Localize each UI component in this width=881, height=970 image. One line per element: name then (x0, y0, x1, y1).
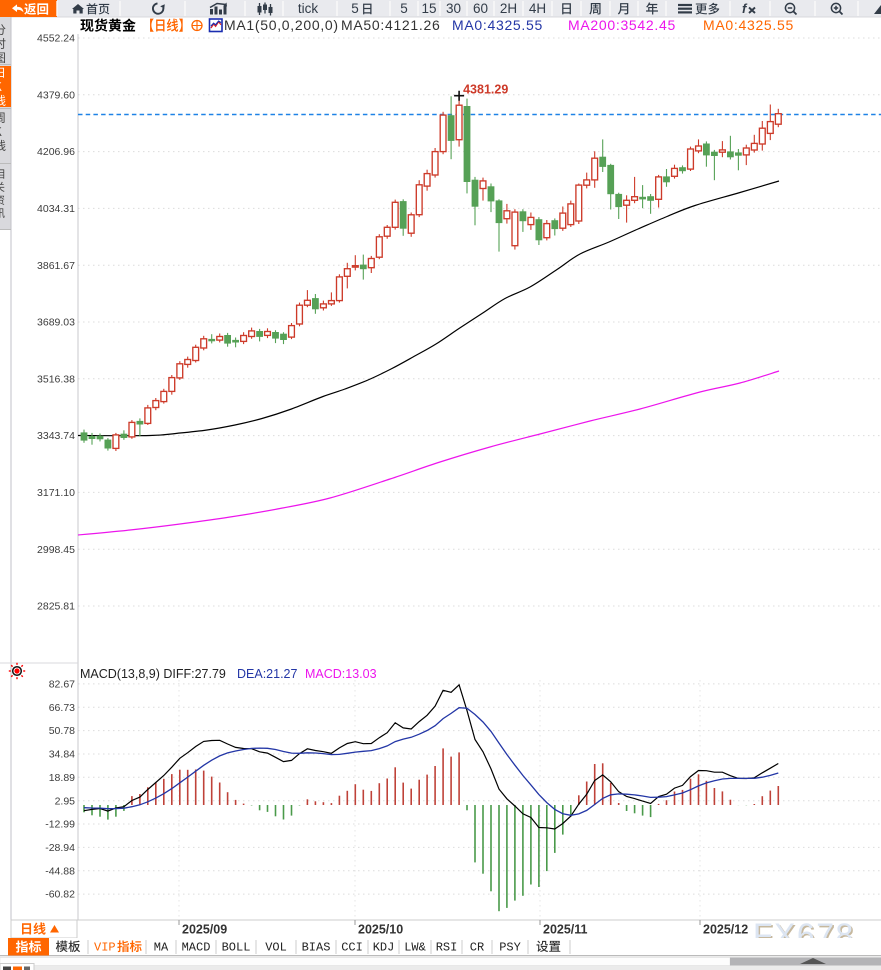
svg-text:60: 60 (473, 1, 488, 16)
svg-text:MACD: MACD (182, 941, 211, 955)
svg-text:15: 15 (421, 1, 436, 16)
svg-text:-60.82: -60.82 (45, 889, 75, 901)
svg-text:MA: MA (154, 941, 169, 955)
svg-text:-44.88: -44.88 (45, 865, 75, 877)
svg-text:VIP: VIP (94, 941, 116, 955)
svg-text:3689.03: 3689.03 (37, 317, 75, 329)
svg-text:4034.31: 4034.31 (37, 203, 75, 215)
svg-text:BIAS: BIAS (302, 941, 331, 955)
svg-text:2025/12: 2025/12 (703, 923, 748, 937)
svg-text:tick: tick (298, 1, 319, 16)
svg-text:5: 5 (351, 1, 359, 16)
svg-text:2025/09: 2025/09 (182, 923, 227, 937)
svg-text:CCI: CCI (341, 941, 363, 955)
svg-text:18.89: 18.89 (49, 772, 75, 784)
svg-text:-12.99: -12.99 (45, 819, 75, 831)
svg-text:PSY: PSY (499, 941, 521, 955)
svg-text:MACD(13,8,9) DIFF:27.79: MACD(13,8,9) DIFF:27.79 (80, 667, 226, 681)
svg-text:3171.10: 3171.10 (37, 487, 75, 499)
svg-text:LW&: LW& (404, 941, 426, 955)
svg-text:MA1(50,0,200,0): MA1(50,0,200,0) (224, 17, 339, 33)
svg-text:2.95: 2.95 (55, 795, 76, 807)
svg-text:2825.81: 2825.81 (37, 601, 75, 613)
svg-text:RSI: RSI (436, 941, 458, 955)
svg-text:3516.38: 3516.38 (37, 373, 75, 385)
svg-text:4381.29: 4381.29 (463, 83, 508, 97)
svg-text:MA50:4121.26: MA50:4121.26 (341, 17, 440, 33)
svg-text:82.67: 82.67 (49, 679, 75, 691)
svg-text:4H: 4H (529, 1, 546, 16)
svg-text:2998.45: 2998.45 (37, 544, 75, 556)
svg-text:4206.96: 4206.96 (37, 146, 75, 158)
svg-text:MA0:4325.55: MA0:4325.55 (703, 17, 794, 33)
svg-text:30: 30 (446, 1, 461, 16)
svg-text:3343.74: 3343.74 (37, 430, 75, 442)
svg-text:KDJ: KDJ (373, 941, 395, 955)
svg-text:4379.60: 4379.60 (37, 89, 75, 101)
svg-text:-28.94: -28.94 (45, 842, 75, 854)
svg-text:MA200:3542.45: MA200:3542.45 (568, 17, 676, 33)
svg-text:VOL: VOL (265, 941, 287, 955)
svg-text:66.73: 66.73 (49, 702, 75, 714)
svg-text:BOLL: BOLL (222, 941, 251, 955)
svg-text:f: f (742, 1, 748, 16)
svg-text:DEA:21.27: DEA:21.27 (237, 667, 298, 681)
svg-text:34.84: 34.84 (49, 749, 75, 761)
svg-text:CR: CR (470, 941, 484, 955)
svg-text:3861.67: 3861.67 (37, 260, 75, 272)
svg-text:MACD:13.03: MACD:13.03 (305, 667, 377, 681)
svg-text:4552.24: 4552.24 (37, 33, 75, 45)
svg-text:2025/10: 2025/10 (358, 923, 403, 937)
svg-text:5: 5 (400, 1, 408, 16)
svg-text:2025/11: 2025/11 (543, 923, 588, 937)
svg-text:2H: 2H (500, 1, 517, 16)
svg-text:50.78: 50.78 (49, 725, 75, 737)
svg-text:MA0:4325.55: MA0:4325.55 (452, 17, 543, 33)
